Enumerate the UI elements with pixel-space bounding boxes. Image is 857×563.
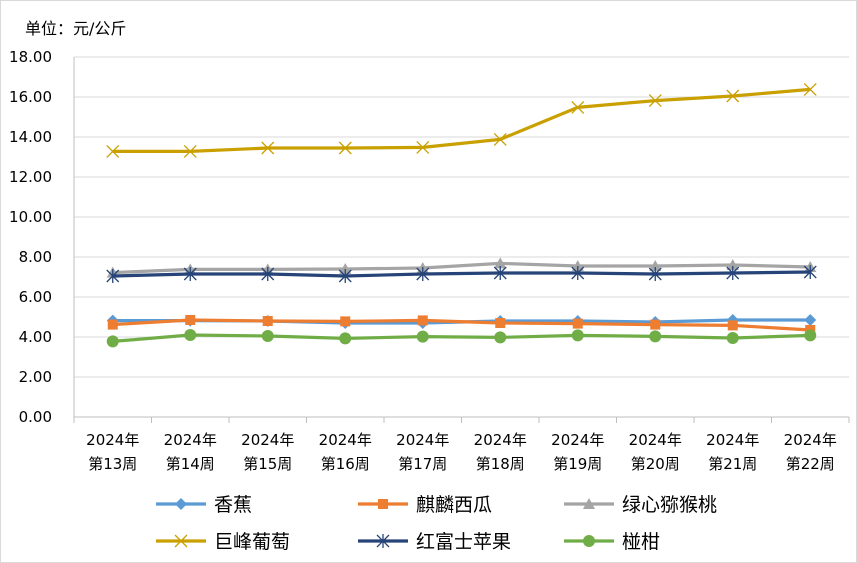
x-tick-label: 第14周 xyxy=(166,455,215,473)
x-tick-label: 2024年 xyxy=(706,431,759,449)
data-point xyxy=(804,314,817,326)
data-point xyxy=(183,267,197,281)
series-line xyxy=(112,270,811,278)
data-point xyxy=(493,266,507,280)
x-tick-label: 第20周 xyxy=(631,455,680,473)
y-tick-label: 10.00 xyxy=(9,208,52,226)
data-point xyxy=(106,144,120,158)
x-tick-label: 第17周 xyxy=(398,455,447,473)
data-point xyxy=(262,316,273,326)
data-point xyxy=(338,269,352,283)
legend-label: 椪柑 xyxy=(622,531,660,553)
data-point xyxy=(803,265,817,279)
y-tick-label: 12.00 xyxy=(9,168,52,186)
y-tick-label: 6.00 xyxy=(19,288,52,306)
x-tick-label: 第16周 xyxy=(321,455,370,473)
data-point xyxy=(493,132,507,146)
x-tick-label: 第21周 xyxy=(708,455,757,473)
data-point xyxy=(261,267,275,281)
series-line xyxy=(112,87,811,153)
data-point xyxy=(261,330,274,342)
data-point xyxy=(107,319,118,330)
data-point xyxy=(338,141,352,155)
data-point xyxy=(495,318,506,328)
data-point xyxy=(184,329,197,341)
data-point xyxy=(572,318,583,329)
data-point xyxy=(648,94,662,108)
legend-marker xyxy=(583,535,595,547)
y-tick-label: 2.00 xyxy=(19,368,52,386)
x-tick-label: 第22周 xyxy=(786,455,835,473)
data-point xyxy=(649,330,662,343)
series-line xyxy=(112,333,811,343)
y-tick-label: 16.00 xyxy=(9,88,52,106)
legend-label: 红富士苹果 xyxy=(416,531,511,553)
y-tick-label: 18.00 xyxy=(9,48,52,66)
y-tick-label: 14.00 xyxy=(9,128,52,146)
legend-marker xyxy=(583,498,595,509)
data-point xyxy=(804,329,817,342)
legend-marker xyxy=(174,534,188,548)
data-point xyxy=(571,260,584,271)
legend-marker xyxy=(376,534,390,548)
data-point xyxy=(726,266,740,280)
x-tick-label: 第15周 xyxy=(243,455,292,473)
x-tick-label: 第19周 xyxy=(553,455,602,473)
x-tick-label: 2024年 xyxy=(396,431,449,449)
data-point xyxy=(106,269,120,283)
data-point xyxy=(494,331,507,344)
legend-label: 巨峰葡萄 xyxy=(214,531,290,553)
data-point xyxy=(571,329,584,342)
data-point xyxy=(650,319,661,330)
y-tick-label: 4.00 xyxy=(19,328,52,346)
x-tick-label: 2024年 xyxy=(551,431,604,449)
legend-label: 绿心猕猴桃 xyxy=(622,494,717,516)
unit-label: 单位：元/公斤 xyxy=(25,19,127,38)
legend-marker xyxy=(378,499,388,509)
data-point xyxy=(416,140,430,154)
x-tick-label: 2024年 xyxy=(164,431,217,449)
data-point xyxy=(648,267,662,281)
x-tick-label: 2024年 xyxy=(319,431,372,449)
data-point xyxy=(339,263,352,274)
legend-label: 香蕉 xyxy=(214,494,252,516)
data-point xyxy=(494,257,507,269)
data-point xyxy=(339,332,352,345)
y-tick-label: 0.00 xyxy=(19,408,52,426)
data-point xyxy=(416,330,429,343)
data-point xyxy=(803,82,817,96)
data-point xyxy=(106,335,119,348)
x-tick-label: 2024年 xyxy=(629,431,682,449)
data-point xyxy=(726,89,740,103)
y-tick-label: 8.00 xyxy=(19,248,52,266)
data-point xyxy=(726,332,739,344)
data-point xyxy=(571,266,585,280)
data-point xyxy=(183,144,197,158)
x-tick-label: 2024年 xyxy=(241,431,294,449)
legend-label: 麒麟西瓜 xyxy=(416,494,492,516)
legend-marker xyxy=(175,498,187,510)
data-point xyxy=(416,267,430,281)
data-point xyxy=(726,259,739,270)
data-point xyxy=(185,315,196,325)
data-point xyxy=(417,315,428,326)
x-tick-label: 2024年 xyxy=(784,431,837,449)
x-tick-label: 第13周 xyxy=(88,455,137,473)
x-tick-label: 2024年 xyxy=(474,431,527,449)
data-point xyxy=(649,260,662,271)
series-line xyxy=(112,261,811,275)
x-tick-label: 第18周 xyxy=(476,455,525,473)
data-point xyxy=(727,320,738,331)
series-line xyxy=(112,318,811,332)
data-point xyxy=(261,141,275,155)
x-tick-label: 2024年 xyxy=(86,431,139,449)
data-point xyxy=(340,316,351,327)
data-point xyxy=(571,100,585,114)
